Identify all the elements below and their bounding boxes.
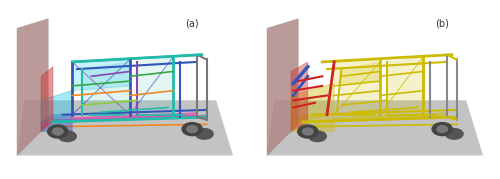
Polygon shape xyxy=(387,57,423,117)
Polygon shape xyxy=(342,62,380,115)
Ellipse shape xyxy=(182,122,203,136)
Ellipse shape xyxy=(47,124,68,139)
Polygon shape xyxy=(17,19,48,156)
Polygon shape xyxy=(41,91,72,122)
Polygon shape xyxy=(267,100,483,156)
Polygon shape xyxy=(334,112,447,122)
Polygon shape xyxy=(72,112,197,122)
Polygon shape xyxy=(72,59,130,91)
Ellipse shape xyxy=(297,124,318,139)
Polygon shape xyxy=(291,83,334,122)
Polygon shape xyxy=(334,59,380,83)
Polygon shape xyxy=(291,62,308,132)
Ellipse shape xyxy=(444,128,464,140)
Polygon shape xyxy=(17,100,233,156)
Polygon shape xyxy=(41,115,72,132)
Ellipse shape xyxy=(186,125,198,133)
Polygon shape xyxy=(267,19,298,156)
Ellipse shape xyxy=(436,125,448,133)
Ellipse shape xyxy=(52,127,64,136)
Text: (b): (b) xyxy=(436,19,449,29)
Polygon shape xyxy=(82,62,130,115)
Polygon shape xyxy=(41,67,53,132)
Ellipse shape xyxy=(194,128,214,140)
Polygon shape xyxy=(291,115,334,132)
Polygon shape xyxy=(53,115,206,122)
Ellipse shape xyxy=(302,127,314,136)
Polygon shape xyxy=(137,57,173,117)
Ellipse shape xyxy=(58,130,77,142)
Ellipse shape xyxy=(308,130,327,142)
Ellipse shape xyxy=(432,122,453,136)
Text: (a): (a) xyxy=(186,19,199,29)
